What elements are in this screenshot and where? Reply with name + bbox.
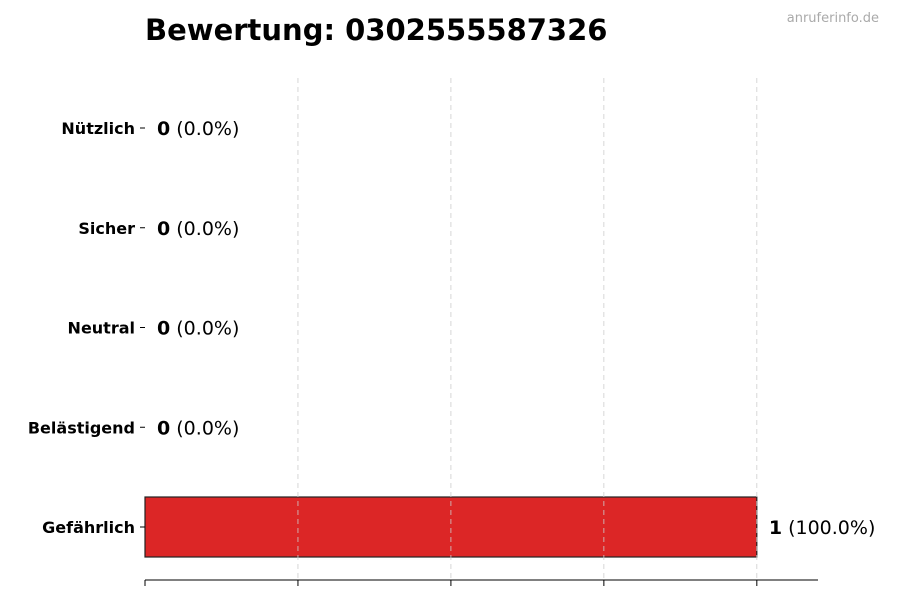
- category-label: Belästigend: [28, 418, 135, 437]
- value-label: 0: [157, 318, 170, 340]
- watermark: anruferinfo.de: [787, 11, 879, 26]
- data-label: 0 (0.0%): [157, 118, 239, 140]
- data-label: 0 (0.0%): [157, 218, 239, 240]
- percent-label: (0.0%): [170, 118, 239, 140]
- percent-label: (0.0%): [170, 417, 239, 439]
- category-label: Gefährlich: [42, 518, 135, 537]
- percent-label: (100.0%): [782, 517, 875, 539]
- value-label: 0: [157, 118, 170, 140]
- chart-title: Bewertung: 0302555587326: [145, 13, 607, 47]
- value-label: 0: [157, 417, 170, 439]
- percent-label: (0.0%): [170, 218, 239, 240]
- category-label: Neutral: [68, 319, 135, 338]
- data-label: 0 (0.0%): [157, 318, 239, 340]
- category-label: Nützlich: [61, 119, 135, 138]
- percent-label: (0.0%): [170, 318, 239, 340]
- data-label: 0 (0.0%): [157, 417, 239, 439]
- value-label: 1: [769, 517, 782, 539]
- data-label: 1 (100.0%): [769, 517, 876, 539]
- category-label: Sicher: [78, 219, 135, 238]
- value-label: 0: [157, 218, 170, 240]
